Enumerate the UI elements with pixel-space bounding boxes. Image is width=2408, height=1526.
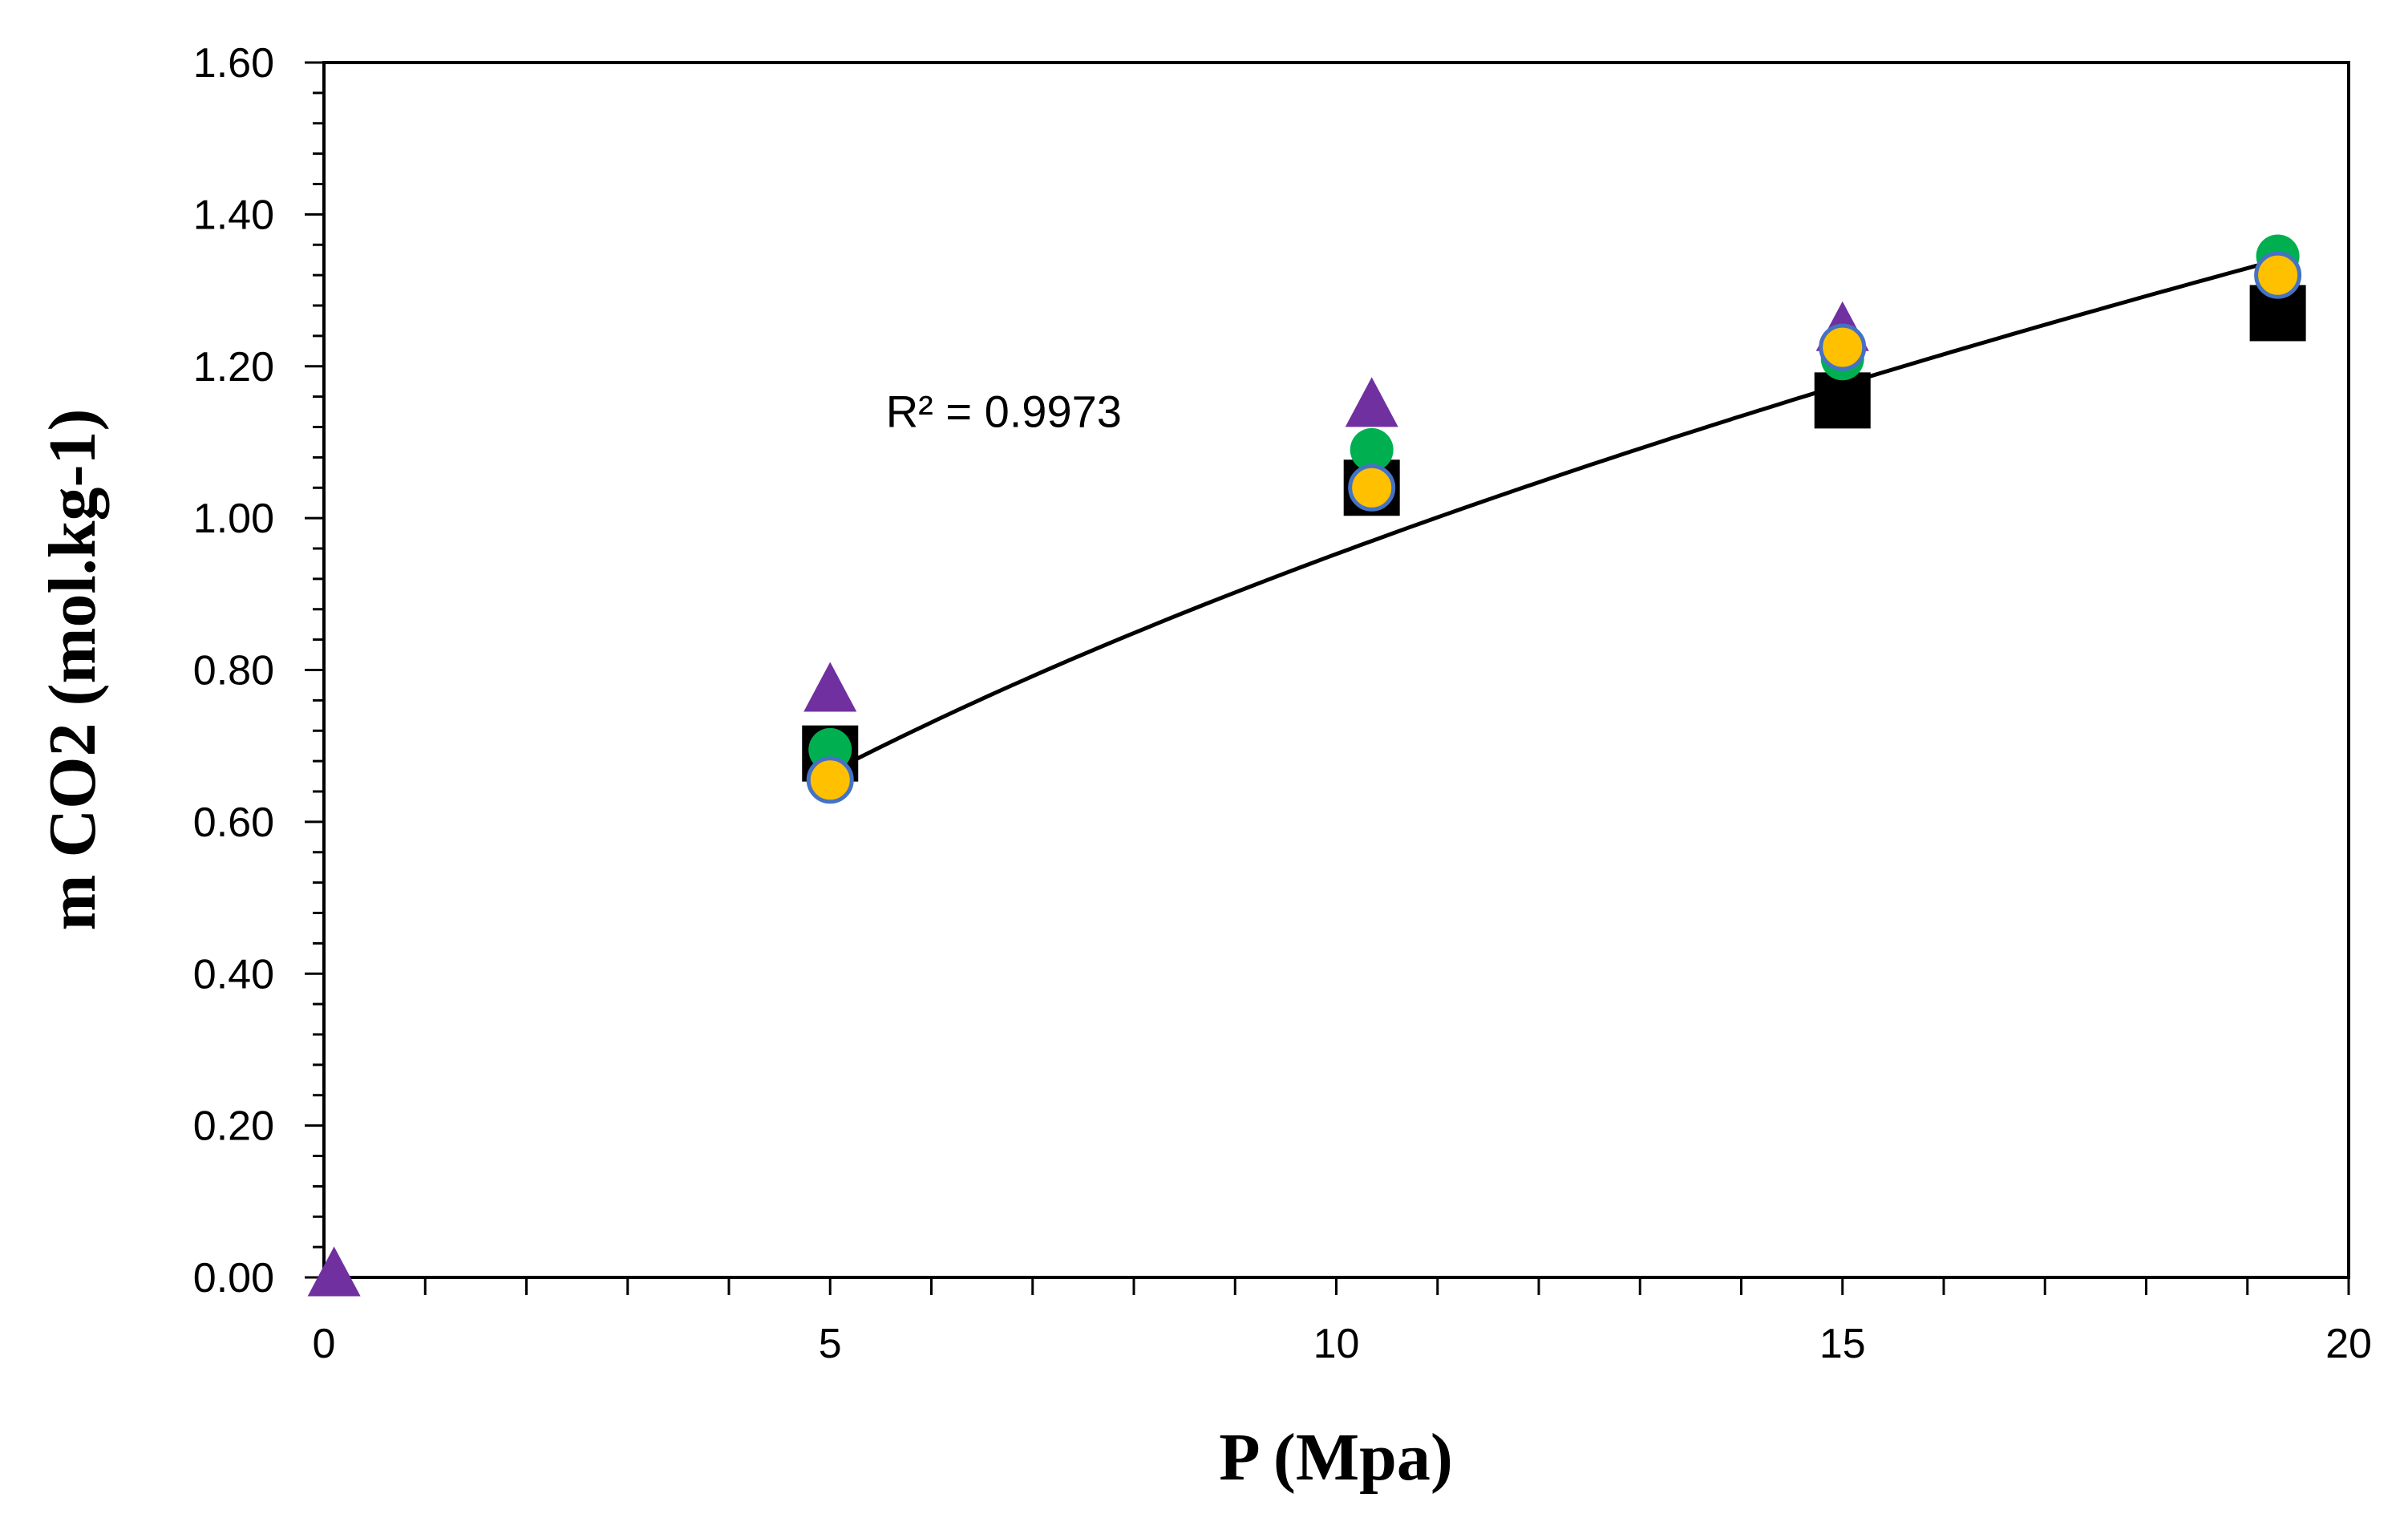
x-tick-label: 10 bbox=[1313, 1321, 1360, 1367]
y-tick-label: 0.80 bbox=[193, 648, 274, 694]
trendline-group bbox=[829, 257, 2279, 775]
x-tick-label: 20 bbox=[2325, 1321, 2372, 1367]
x-tick-label: 0 bbox=[313, 1321, 336, 1367]
r-squared-annotation: R² = 0.9973 bbox=[886, 387, 1122, 437]
y-tick-label: 1.00 bbox=[193, 496, 274, 542]
y-tick-label: 1.40 bbox=[193, 192, 274, 238]
yellow-circle-point bbox=[1348, 463, 1396, 512]
x-tick-label: 15 bbox=[1819, 1321, 1866, 1367]
triangle-point bbox=[1345, 377, 1398, 427]
y-tick-label: 1.60 bbox=[193, 40, 274, 87]
y-axis-ticks: 0.00 0.20 0.40 0.60 0.80 1.00 1.20 1.40 1.60 bbox=[193, 40, 324, 1301]
y-tick-label: 0.40 bbox=[193, 951, 274, 998]
yellow-circle-point bbox=[806, 756, 854, 804]
x-axis-title: P (Mpa) bbox=[1219, 1420, 1453, 1495]
y-tick-label: 0.20 bbox=[193, 1103, 274, 1150]
yellow-circle-series bbox=[806, 251, 2302, 804]
x-tick-label: 5 bbox=[819, 1321, 842, 1367]
annotations: R² = 0.9973 bbox=[886, 387, 1122, 437]
data-marks bbox=[307, 234, 2306, 1297]
triangle-point bbox=[307, 1246, 361, 1297]
square-point bbox=[1814, 372, 1871, 429]
yellow-circle-point bbox=[2254, 251, 2302, 299]
yellow-circle-point bbox=[1819, 323, 1867, 371]
x-axis-ticks: 0 5 10 15 20 bbox=[313, 1277, 2372, 1367]
y-tick-label: 1.20 bbox=[193, 344, 274, 391]
y-tick-label: 0.00 bbox=[193, 1255, 274, 1301]
plot-area bbox=[322, 61, 2350, 1279]
y-tick-label: 0.60 bbox=[193, 799, 274, 846]
triangle-point bbox=[803, 662, 857, 712]
y-axis-title: m CO2 (mol.kg-1) bbox=[35, 409, 110, 931]
green-circle-point bbox=[1350, 427, 1394, 472]
trendline bbox=[829, 257, 2279, 775]
